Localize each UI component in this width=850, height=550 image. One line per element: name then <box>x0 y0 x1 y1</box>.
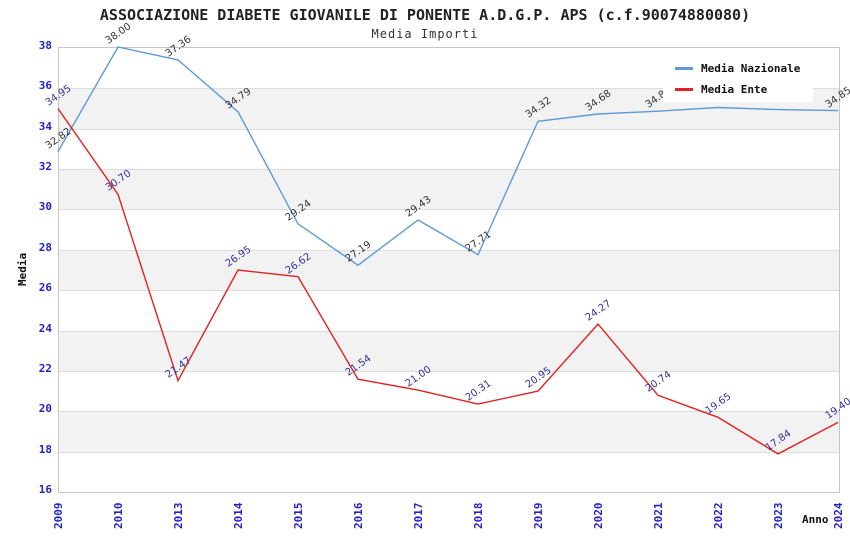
legend-item-media-ente: Media Ente <box>663 83 813 96</box>
gridline <box>59 88 839 90</box>
y-tick-label: 38 <box>38 39 52 52</box>
x-tick-label: 2023 <box>772 502 785 530</box>
x-tick-label: 2018 <box>472 502 485 530</box>
x-tick-label: 2010 <box>112 502 125 530</box>
y-tick-label: 34 <box>38 119 52 133</box>
x-tick-label: 2017 <box>412 502 425 530</box>
grid-band <box>59 249 839 291</box>
legend-swatch-ente-icon <box>675 88 693 91</box>
gridline <box>59 128 839 130</box>
x-tick-label: 2024 <box>832 502 845 530</box>
grid-band <box>59 451 839 492</box>
x-axis-title: Anno <box>802 513 829 526</box>
grid-band <box>59 290 839 331</box>
grid-band <box>59 209 839 250</box>
x-tick-label: 2009 <box>52 502 65 530</box>
legend-label: Media Ente <box>701 83 768 96</box>
y-tick-label: 26 <box>38 281 52 295</box>
legend-swatch-nazionale-icon <box>675 67 693 70</box>
x-tick-label: 2022 <box>712 502 725 530</box>
x-tick-label: 2016 <box>352 502 365 530</box>
y-tick-label: 18 <box>38 442 52 456</box>
gridline <box>59 451 839 453</box>
legend-item-media-nazionale: Media Nazionale <box>663 62 813 75</box>
gridline <box>59 370 839 372</box>
series-lines-layer <box>57 46 839 455</box>
x-tick-label: 2015 <box>292 502 305 530</box>
x-tick-label: 2013 <box>172 502 185 530</box>
gridline <box>59 209 839 211</box>
grid-band <box>59 169 839 210</box>
plot-area <box>58 47 840 493</box>
y-tick-label: 20 <box>38 402 52 416</box>
chart-subtitle: Media Importi <box>371 27 479 41</box>
gridline <box>59 290 839 292</box>
legend-label: Media Nazionale <box>701 62 801 75</box>
gridline <box>59 249 839 251</box>
series-line-media-ente <box>57 108 839 455</box>
series-line-media-nazionale <box>57 46 839 267</box>
grid-band <box>59 128 839 170</box>
x-tick-label: 2019 <box>532 502 545 530</box>
y-tick-label: 24 <box>38 321 52 335</box>
y-tick-label: 28 <box>38 240 52 254</box>
x-tick-label: 2020 <box>592 502 605 530</box>
gridline <box>59 411 839 413</box>
y-tick-label: 36 <box>38 79 52 93</box>
chart-title: ASSOCIAZIONE DIABETE GIOVANILE DI PONENT… <box>99 6 751 24</box>
grid-band <box>59 370 839 412</box>
y-tick-label: 16 <box>38 483 52 496</box>
y-tick-label: 32 <box>38 160 52 174</box>
y-tick-label: 22 <box>38 361 52 375</box>
x-tick-label: 2014 <box>232 502 245 530</box>
x-tick-label: 2021 <box>652 502 665 530</box>
grid-band <box>59 330 839 371</box>
gridline <box>59 169 839 171</box>
legend: Media Nazionale Media Ente <box>663 56 813 102</box>
y-tick-label: 30 <box>38 200 52 214</box>
gridline <box>59 330 839 332</box>
grid-band <box>59 411 839 452</box>
